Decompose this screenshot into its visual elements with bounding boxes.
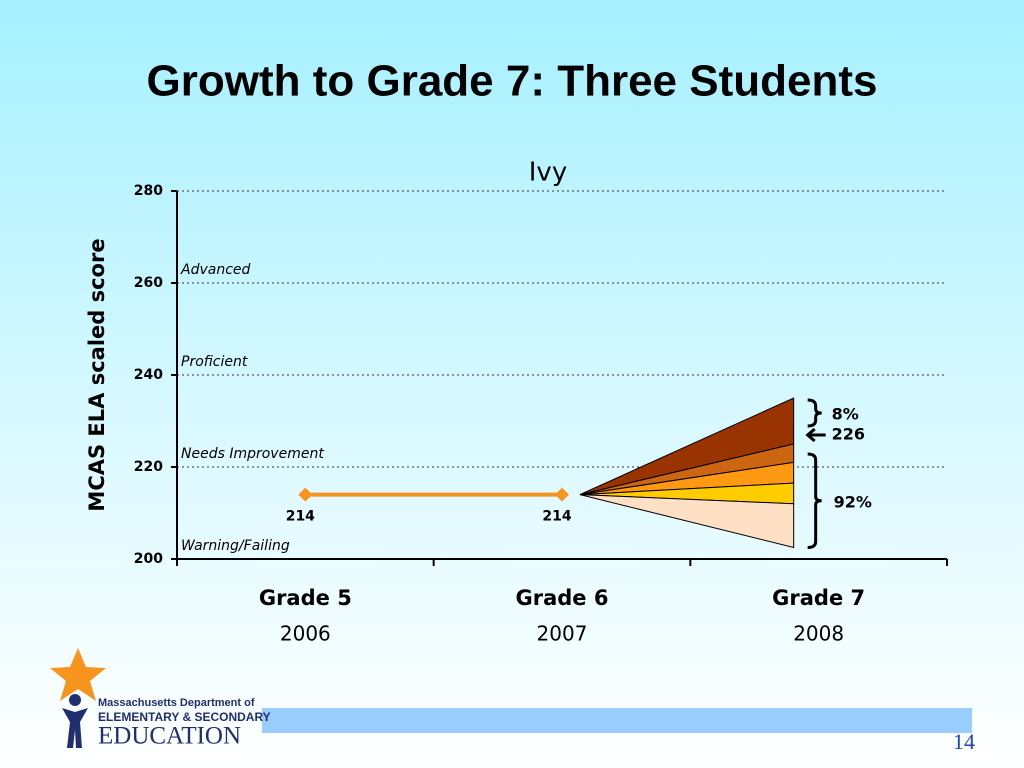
logo-line: Massachusetts Department of xyxy=(98,697,255,709)
x-tick-label: Grade 7 xyxy=(772,586,865,610)
band-label: Needs Improvement xyxy=(181,446,324,462)
annotation: 8% xyxy=(832,405,859,424)
point xyxy=(298,487,313,502)
y-tick-label: 200 xyxy=(134,551,163,567)
arrow xyxy=(805,427,826,443)
band-label: Proficient xyxy=(181,354,248,370)
x-year-label: 2008 xyxy=(793,622,844,646)
logo: Massachusetts Department of ELEMENTARY &… xyxy=(50,648,271,750)
y-tick-label: 240 xyxy=(134,367,163,383)
y-tick-label: 220 xyxy=(134,459,163,475)
value-label: 214 xyxy=(286,509,315,525)
slide-title: Growth to Grade 7: Three Students xyxy=(147,57,878,106)
brace xyxy=(807,452,822,549)
page-number: 14 xyxy=(953,729,975,754)
logo-star xyxy=(50,648,106,701)
point xyxy=(555,487,569,502)
y-axis-label: MCAS ELA scaled score xyxy=(85,238,109,511)
x-year-label: 2007 xyxy=(537,622,588,646)
value-label: 214 xyxy=(542,509,571,525)
y-tick-label: 260 xyxy=(134,275,163,291)
footer-bar xyxy=(262,708,972,733)
annotation: 92% xyxy=(834,492,872,511)
x-tick-label: Grade 5 xyxy=(259,586,352,610)
logo-figure xyxy=(62,708,88,748)
brace xyxy=(807,398,822,428)
logo-line: ELEMENTARY & SECONDARY xyxy=(98,710,271,724)
y-tick-label: 280 xyxy=(134,183,163,199)
x-tick-label: Grade 6 xyxy=(516,586,609,610)
logo-head xyxy=(69,694,81,706)
band-label: Warning/Failing xyxy=(181,538,290,554)
x-year-label: 2006 xyxy=(280,622,331,646)
logo-line: EDUCATION xyxy=(98,723,241,750)
band-label: Advanced xyxy=(180,262,251,278)
chart-title: Ivy xyxy=(529,158,567,188)
fan-segment xyxy=(579,494,795,549)
annotation: 226 xyxy=(832,425,865,444)
